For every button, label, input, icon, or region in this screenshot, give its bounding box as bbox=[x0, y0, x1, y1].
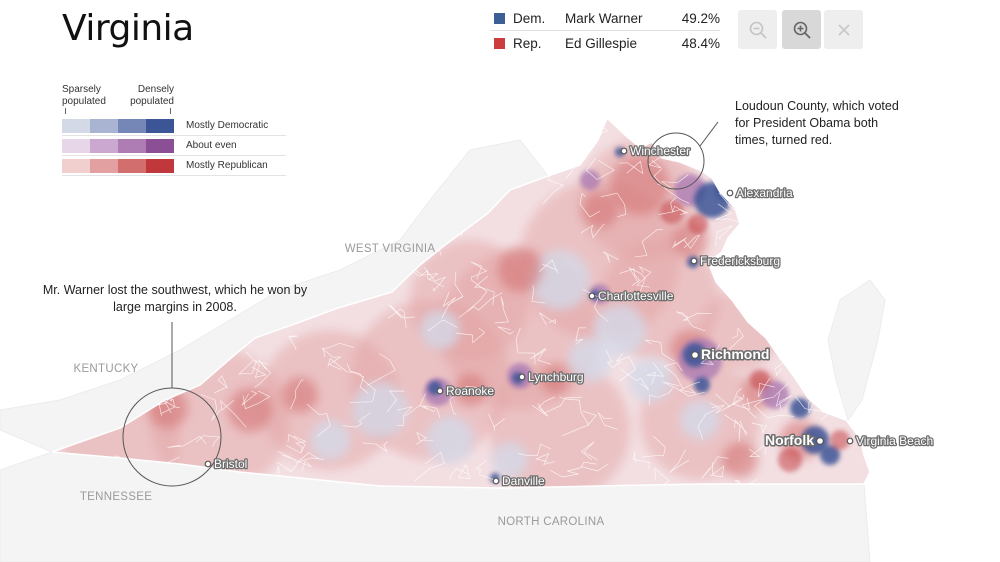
city-marker bbox=[492, 477, 500, 485]
zoom-out-icon bbox=[749, 21, 767, 39]
legend-row-democratic: Mostly Democratic bbox=[62, 116, 286, 136]
legend-row-even: About even bbox=[62, 136, 286, 156]
rep-color-swatch bbox=[494, 37, 505, 49]
city-label: Virginia Beach bbox=[856, 434, 933, 448]
zoom-in-button[interactable] bbox=[782, 10, 821, 49]
state-label: NORTH CAROLINA bbox=[498, 516, 605, 528]
city-label: Roanoke bbox=[446, 384, 494, 398]
legend-color-cell bbox=[62, 118, 90, 133]
city-label: Fredericksburg bbox=[700, 254, 780, 268]
state-labels: WEST VIRGINIA KENTUCKY TENNESSEE NORTH CARO… bbox=[73, 243, 604, 528]
virginia-border bbox=[51, 116, 871, 489]
city-richmond[interactable]: Richmond bbox=[690, 345, 771, 364]
city-virginia-beach[interactable]: Virginia Beach bbox=[846, 433, 934, 449]
legend-ticks bbox=[62, 108, 174, 116]
results-table: Dem. Mark Warner 49.2% Rep. Ed Gillespie… bbox=[490, 6, 720, 55]
legend-color-cell bbox=[90, 118, 118, 133]
legend-color-cell bbox=[146, 138, 174, 153]
loudoun-callout-circle bbox=[647, 132, 705, 190]
city-marker bbox=[204, 460, 212, 468]
legend-color-cell bbox=[146, 118, 174, 133]
city-label: Norfolk bbox=[765, 432, 814, 448]
page-title: Virginia bbox=[62, 8, 194, 49]
candidate-name: Ed Gillespie bbox=[565, 35, 638, 51]
city-charlottesville[interactable]: Charlottesville bbox=[588, 288, 675, 304]
legend-color-scale bbox=[62, 158, 174, 173]
city-lynchburg[interactable]: Lynchburg bbox=[518, 369, 585, 385]
neighbor-states bbox=[0, 139, 886, 562]
legend-row-republican: Mostly Republican bbox=[62, 156, 286, 176]
city-winchester[interactable]: Winchester bbox=[620, 143, 691, 159]
close-button[interactable] bbox=[824, 10, 863, 49]
vote-percent: 49.2% bbox=[681, 10, 720, 26]
city-label: Alexandria bbox=[736, 186, 793, 200]
legend-sparse-label: Sparsely populated bbox=[62, 84, 106, 107]
vote-percent: 48.4% bbox=[681, 35, 720, 51]
legend-color-cell bbox=[62, 138, 90, 153]
city-fredericksburg[interactable]: Fredericksburg bbox=[690, 253, 781, 269]
party-label: Rep. bbox=[513, 35, 542, 51]
legend-color-cell bbox=[146, 158, 174, 173]
candidate-name: Mark Warner bbox=[565, 10, 643, 26]
city-alexandria[interactable]: Alexandria bbox=[726, 185, 794, 201]
city-label: Winchester bbox=[630, 144, 690, 158]
zoom-in-icon bbox=[793, 21, 811, 39]
legend-header: Sparsely populated Densely populated bbox=[62, 84, 174, 108]
city-label: Bristol bbox=[214, 457, 247, 471]
city-danville[interactable]: Danville bbox=[492, 473, 546, 489]
legend-color-cell bbox=[62, 158, 90, 173]
party-label: Dem. bbox=[513, 10, 546, 26]
legend-color-cell bbox=[118, 138, 146, 153]
callouts bbox=[122, 121, 719, 487]
legend-color-cell bbox=[90, 138, 118, 153]
legend-color-cell bbox=[118, 118, 146, 133]
legend-label: Mostly Democratic bbox=[186, 120, 269, 131]
city-label: Charlottesville bbox=[598, 289, 674, 303]
city-marker bbox=[815, 437, 824, 446]
city-marker bbox=[690, 351, 699, 360]
city-marker bbox=[726, 189, 734, 197]
legend-color-scale bbox=[62, 138, 174, 153]
legend-color-cell bbox=[90, 158, 118, 173]
result-row-rep: Rep. Ed Gillespie 48.4% bbox=[490, 31, 720, 55]
city-label: Danville bbox=[502, 474, 545, 488]
legend-label: About even bbox=[186, 140, 237, 151]
dem-color-swatch bbox=[494, 12, 505, 24]
loudoun-annotation: Loudoun County, which voted for Presiden… bbox=[735, 99, 899, 147]
southwest-annotation: Mr. Warner lost the southwest, which he … bbox=[42, 283, 308, 314]
city-labels: Winchester Alexandria Fredericksburg Charlo… bbox=[204, 143, 934, 489]
state-label: WEST VIRGINIA bbox=[345, 243, 436, 255]
city-norfolk[interactable]: Norfolk bbox=[764, 431, 824, 450]
city-marker bbox=[690, 257, 698, 265]
map-legend: Sparsely populated Densely populated Mos… bbox=[62, 84, 286, 176]
legend-label: Mostly Republican bbox=[186, 160, 268, 171]
state-label: TENNESSEE bbox=[80, 491, 152, 503]
city-marker bbox=[846, 437, 854, 445]
loudoun-callout-line bbox=[699, 121, 719, 147]
city-bristol[interactable]: Bristol bbox=[204, 456, 249, 472]
legend-color-cell bbox=[118, 158, 146, 173]
city-label: Richmond bbox=[701, 346, 769, 362]
city-label: Lynchburg bbox=[528, 370, 584, 384]
city-marker bbox=[518, 373, 526, 381]
close-icon bbox=[837, 23, 850, 36]
zoom-out-button[interactable] bbox=[738, 10, 777, 49]
legend-color-scale bbox=[62, 118, 174, 133]
state-label: KENTUCKY bbox=[73, 363, 138, 375]
city-roanoke[interactable]: Roanoke bbox=[436, 383, 496, 399]
legend-dense-label: Densely populated bbox=[130, 84, 174, 107]
city-marker bbox=[436, 387, 444, 395]
city-marker bbox=[620, 147, 628, 155]
city-marker bbox=[588, 292, 596, 300]
result-row-dem: Dem. Mark Warner 49.2% bbox=[490, 6, 720, 31]
